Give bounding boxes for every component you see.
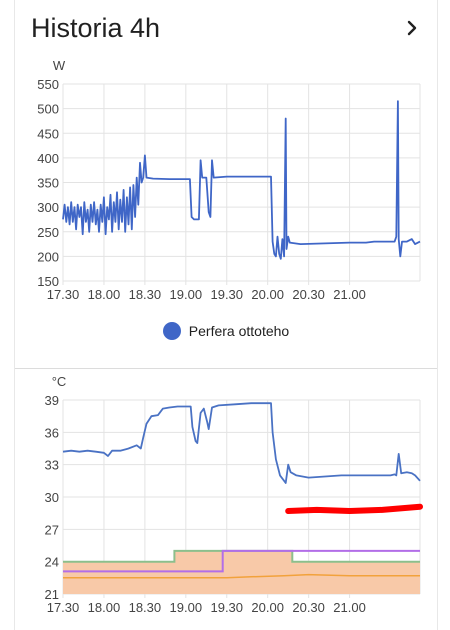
temp-x-tick-label: 20.30	[292, 600, 325, 615]
power-x-tick-label: 19.00	[170, 287, 203, 302]
power-chart: 150 200 250 300 350 400 450 500 550 17.30 18.00 18.…	[37, 58, 421, 302]
power-x-tick-label: 20.00	[251, 287, 284, 302]
power-series-line	[62, 100, 421, 260]
power-x-tick-label: 19.30	[210, 287, 243, 302]
legend-label: Perfera ottoteho	[188, 323, 290, 339]
temp-x-tick-label: 19.30	[210, 600, 243, 615]
power-x-tick-label: 20.30	[292, 287, 325, 302]
temp-unit-label: °C	[52, 374, 67, 389]
temp-y-tick-label: 21	[45, 587, 59, 602]
power-y-tick-label: 350	[37, 176, 59, 191]
temperature-chart: 21 24 27 30 33 36 39 17.30 18.00 18.30 19.00 19.30 2…	[45, 374, 423, 615]
power-y-tick-label: 400	[37, 151, 59, 166]
power-y-tick-label: 250	[37, 225, 59, 240]
power-x-tick-label: 18.30	[129, 287, 162, 302]
power-y-tick-label: 200	[37, 249, 59, 264]
chevron-right-icon[interactable]	[397, 13, 427, 43]
power-y-tick-label: 500	[37, 102, 59, 117]
red-highlight-mark	[285, 503, 423, 514]
temp-y-tick-label: 33	[45, 458, 59, 473]
legend-dot-icon	[162, 322, 181, 340]
temp-orange-line	[63, 573, 420, 579]
card-title: Historia 4h	[31, 12, 161, 43]
power-y-tick-label: 300	[37, 200, 59, 215]
temp-series-line	[62, 402, 421, 484]
temp-y-tick-label: 27	[45, 522, 59, 537]
temp-x-tick-label: 21.00	[333, 600, 366, 615]
power-x-tick-label: 18.00	[88, 287, 121, 302]
temp-y-tick-label: 30	[45, 490, 59, 505]
temp-purple-step-line	[63, 549, 420, 573]
power-x-tick-label: 21.00	[333, 287, 366, 302]
power-unit-label: W	[53, 58, 66, 73]
section-divider	[15, 368, 437, 369]
temp-x-tick-label: 18.00	[88, 600, 121, 615]
temp-x-tick-label: 20.00	[251, 600, 284, 615]
temp-y-tick-label: 24	[45, 555, 59, 570]
temp-y-tick-label: 36	[45, 425, 59, 440]
power-y-tick-label: 150	[37, 274, 59, 289]
temp-x-tick-label: 18.30	[129, 600, 162, 615]
temp-filled-area	[63, 550, 420, 594]
power-y-tick-label: 550	[37, 77, 59, 92]
temp-y-tick-label: 39	[45, 393, 59, 408]
card-header: Historia 4h	[31, 8, 427, 48]
power-y-tick-label: 450	[37, 126, 59, 141]
chart-legend[interactable]: Perfera ottoteho	[15, 322, 437, 340]
history-card: Historia 4h 150 200 250 300 350 400 450 500 550 1…	[14, 0, 438, 630]
temp-x-tick-label: 19.00	[170, 600, 203, 615]
temp-x-tick-label: 17.30	[47, 600, 80, 615]
power-x-tick-label: 17.30	[47, 287, 80, 302]
